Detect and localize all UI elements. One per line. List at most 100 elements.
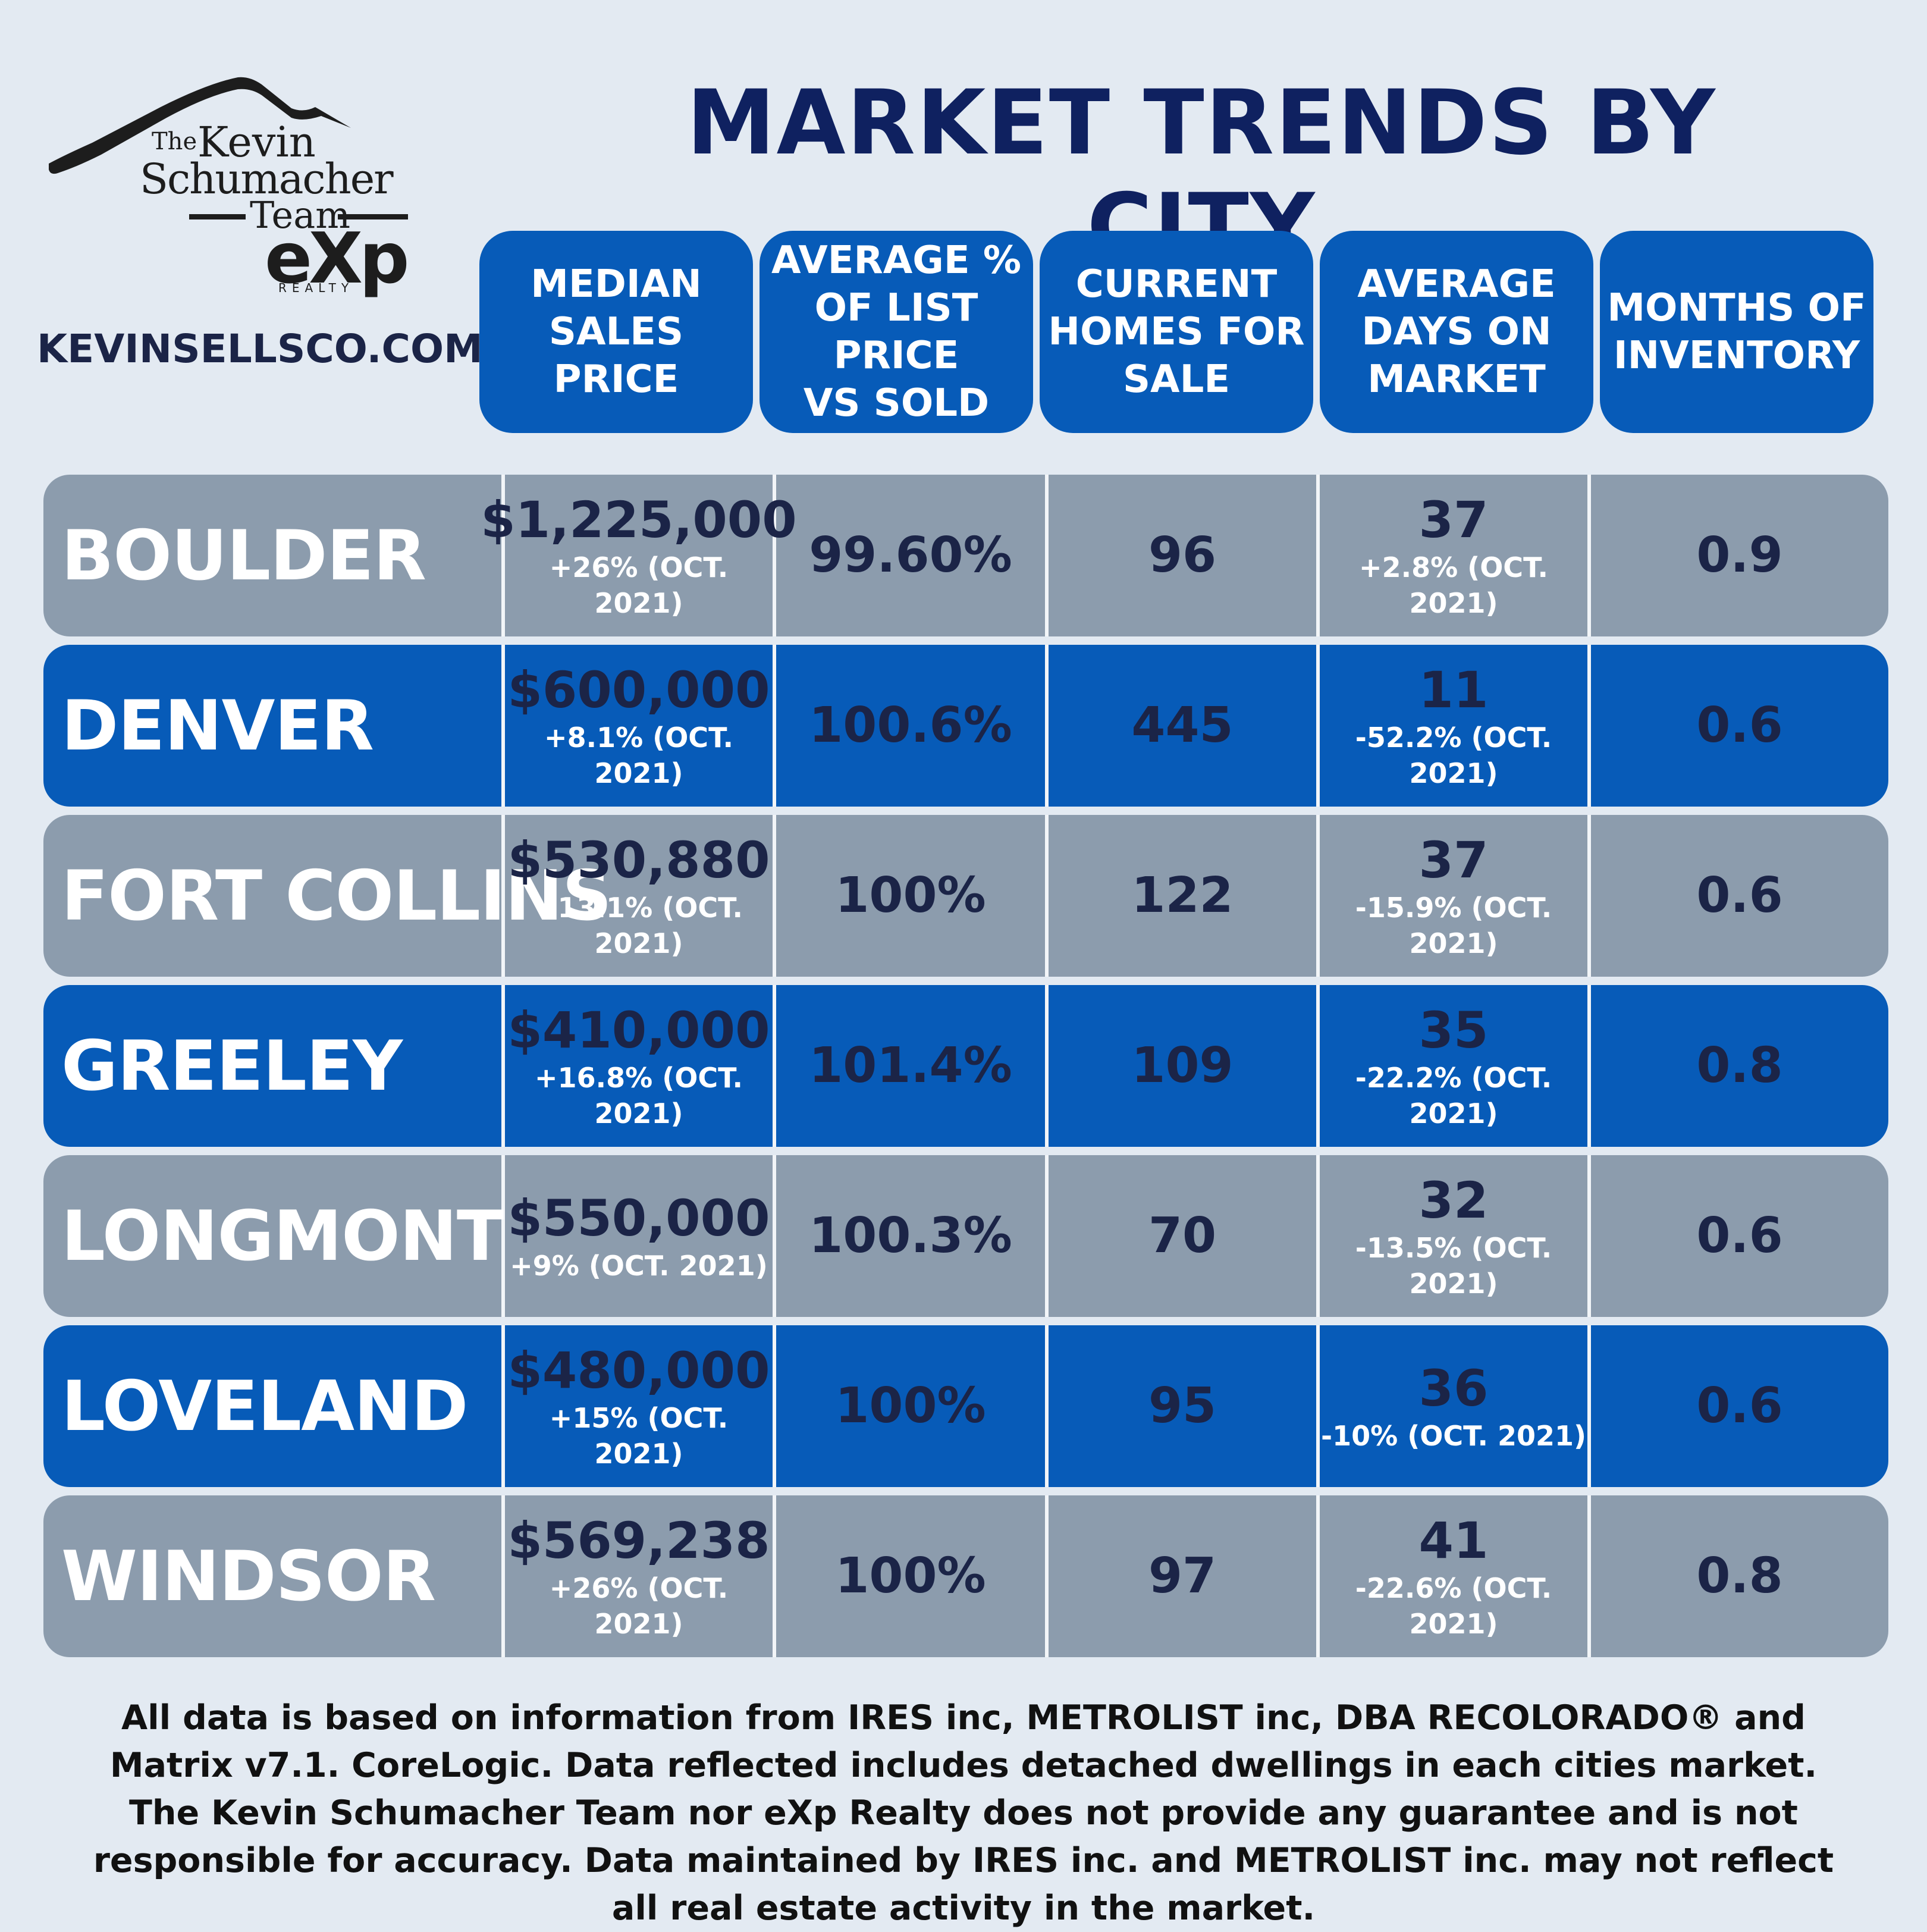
table-cell: 100% bbox=[776, 1495, 1045, 1657]
table-cell: 37 -15.9% (OCT. 2021) bbox=[1320, 815, 1587, 977]
median-price-change: +26% (OCT. 2021) bbox=[549, 551, 729, 619]
column-separator bbox=[1587, 1495, 1591, 1657]
months-inventory-value: 0.6 bbox=[1696, 867, 1783, 924]
days-on-market-change: -22.6% (OCT. 2021) bbox=[1355, 1572, 1552, 1640]
column-separator bbox=[1316, 815, 1320, 977]
table-cell: 0.6 bbox=[1591, 1325, 1888, 1487]
months-inventory-value: 0.6 bbox=[1696, 697, 1783, 754]
table-cell: 32 -13.5% (OCT. 2021) bbox=[1320, 1155, 1587, 1317]
list-price-pct-value: 100.3% bbox=[809, 1208, 1012, 1264]
exp-logo-text: eXp bbox=[265, 217, 409, 299]
exp-realty-text: REALTY bbox=[278, 281, 354, 295]
column-separator bbox=[773, 645, 776, 807]
table-cell: 96 bbox=[1049, 475, 1316, 636]
table-row: BOULDER $1,225,000 +26% (OCT. 2021) 99.60% 9… bbox=[43, 475, 1888, 636]
column-separator bbox=[501, 1495, 505, 1657]
days-on-market-value: 37 bbox=[1418, 831, 1489, 889]
column-separator bbox=[1316, 985, 1320, 1147]
column-separator bbox=[1045, 1495, 1049, 1657]
table-cell: 11 -52.2% (OCT. 2021) bbox=[1320, 645, 1587, 807]
days-on-market-change: -22.2% (OCT. 2021) bbox=[1355, 1062, 1552, 1130]
logo-name-line2: Schumacher bbox=[140, 155, 394, 203]
header-days-on-market: AVERAGE DAYS ON MARKET bbox=[1320, 231, 1593, 433]
list-price-pct-value: 100% bbox=[835, 1378, 986, 1434]
footer-disclaimer: All data is based on information from IR… bbox=[93, 1698, 1834, 1928]
table-cell: 36 -10% (OCT. 2021) bbox=[1320, 1325, 1587, 1487]
months-inventory-value: 0.6 bbox=[1696, 1378, 1783, 1434]
days-on-market-change: -10% (OCT. 2021) bbox=[1320, 1420, 1587, 1452]
months-inventory-value: 0.6 bbox=[1696, 1208, 1783, 1264]
table-cell: 100.6% bbox=[776, 645, 1045, 807]
column-separator bbox=[1045, 815, 1049, 977]
column-separator bbox=[1316, 1325, 1320, 1487]
column-separator bbox=[501, 815, 505, 977]
table-cell: 95 bbox=[1049, 1325, 1316, 1487]
table-cell: 0.8 bbox=[1591, 1495, 1888, 1657]
days-on-market-value: 11 bbox=[1418, 661, 1489, 719]
table-cell: $569,238 +26% (OCT. 2021) bbox=[505, 1495, 773, 1657]
column-separator bbox=[1587, 1325, 1591, 1487]
median-price-value: $480,000 bbox=[507, 1341, 770, 1400]
months-inventory-value: 0.8 bbox=[1696, 1037, 1783, 1094]
column-separator bbox=[773, 985, 776, 1147]
column-separator bbox=[1587, 985, 1591, 1147]
header-current-homes: CURRENT HOMES FOR SALE bbox=[1040, 231, 1313, 433]
table-cell: 0.9 bbox=[1591, 475, 1888, 636]
header-months-inventory: MONTHS OF INVENTORY bbox=[1600, 231, 1873, 433]
median-price-change: +26% (OCT. 2021) bbox=[549, 1572, 729, 1640]
header-average-list-price: AVERAGE % OF LIST PRICE VS SOLD bbox=[759, 231, 1033, 433]
days-on-market-value: 41 bbox=[1418, 1511, 1489, 1570]
homes-for-sale-value: 96 bbox=[1148, 527, 1217, 584]
table-cell: 0.6 bbox=[1591, 645, 1888, 807]
median-price-change: +13.1% (OCT. 2021) bbox=[535, 892, 743, 959]
column-separator bbox=[773, 1155, 776, 1317]
table-cell: 109 bbox=[1049, 985, 1316, 1147]
table-cell: 35 -22.2% (OCT. 2021) bbox=[1320, 985, 1587, 1147]
median-price-value: $550,000 bbox=[507, 1189, 770, 1247]
homes-for-sale-value: 97 bbox=[1148, 1548, 1217, 1604]
list-price-pct-value: 101.4% bbox=[809, 1037, 1012, 1094]
table-cell: $410,000 +16.8% (OCT. 2021) bbox=[505, 985, 773, 1147]
table-cell: $1,225,000 +26% (OCT. 2021) bbox=[481, 475, 796, 636]
months-inventory-value: 0.9 bbox=[1696, 527, 1783, 584]
table-row: GREELEY $410,000 +16.8% (OCT. 2021) 101.4% 1… bbox=[43, 985, 1888, 1147]
column-separator bbox=[1045, 985, 1049, 1147]
column-separator bbox=[773, 815, 776, 977]
column-separator bbox=[1587, 475, 1591, 636]
column-separator bbox=[773, 1325, 776, 1487]
median-price-value: $530,880 bbox=[507, 831, 770, 889]
list-price-pct-value: 100.6% bbox=[809, 697, 1012, 754]
column-separator bbox=[501, 645, 505, 807]
table-row: DENVER $600,000 +8.1% (OCT. 2021) 100.6% 445… bbox=[43, 645, 1888, 807]
column-separator bbox=[1316, 645, 1320, 807]
table-cell: $600,000 +8.1% (OCT. 2021) bbox=[505, 645, 773, 807]
table-cell: 41 -22.6% (OCT. 2021) bbox=[1320, 1495, 1587, 1657]
table-cell: 37 +2.8% (OCT. 2021) bbox=[1320, 475, 1587, 636]
table-cell: 100.3% bbox=[776, 1155, 1045, 1317]
table-cell: 122 bbox=[1049, 815, 1316, 977]
column-separator bbox=[501, 1325, 505, 1487]
median-price-change: +15% (OCT. 2021) bbox=[549, 1402, 729, 1470]
median-price-value: $1,225,000 bbox=[481, 491, 797, 549]
logo-the-text: The bbox=[152, 128, 197, 155]
logo-divider-right bbox=[338, 214, 408, 219]
table-cell: 97 bbox=[1049, 1495, 1316, 1657]
logo-name-line1: Kevin bbox=[197, 118, 316, 167]
table-cell: $530,880 +13.1% (OCT. 2021) bbox=[505, 815, 773, 977]
table-cell: 70 bbox=[1049, 1155, 1316, 1317]
median-price-change: +9% (OCT. 2021) bbox=[510, 1250, 768, 1282]
column-separator bbox=[1587, 815, 1591, 977]
column-separator bbox=[1045, 475, 1049, 636]
days-on-market-change: -13.5% (OCT. 2021) bbox=[1355, 1232, 1552, 1300]
days-on-market-change: +2.8% (OCT. 2021) bbox=[1359, 551, 1548, 619]
column-separator bbox=[1045, 1325, 1049, 1487]
column-separator bbox=[1045, 645, 1049, 807]
column-separator bbox=[501, 475, 505, 636]
days-on-market-value: 35 bbox=[1418, 1001, 1489, 1059]
table-cell: $480,000 +15% (OCT. 2021) bbox=[505, 1325, 773, 1487]
table-row: FORT COLLINS $530,880 +13.1% (OCT. 2021) 10… bbox=[43, 815, 1888, 977]
column-separator bbox=[773, 475, 776, 636]
city-name: FORT COLLINS bbox=[61, 855, 612, 936]
median-price-value: $569,238 bbox=[507, 1511, 770, 1570]
city-name: LOVELAND bbox=[61, 1366, 468, 1447]
